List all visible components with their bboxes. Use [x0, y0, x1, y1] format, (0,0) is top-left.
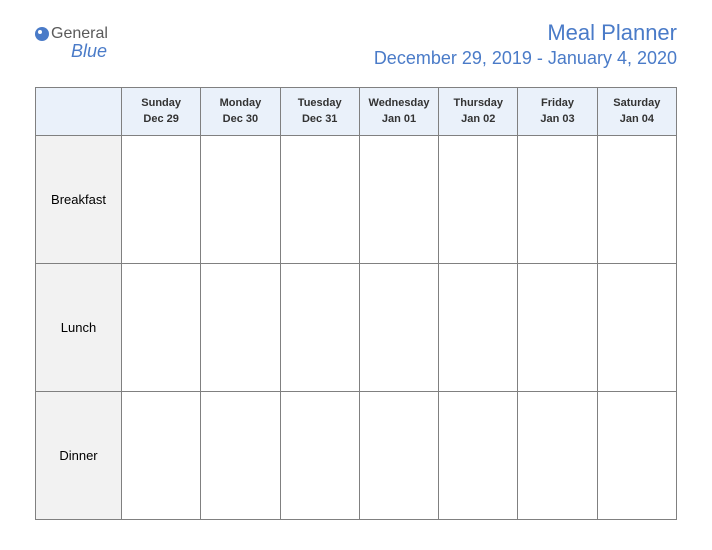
document-header: General Blue Meal Planner December 29, 2…: [35, 20, 677, 69]
weekday-label: Friday: [520, 96, 594, 111]
table-row: Lunch: [36, 264, 677, 392]
meal-cell[interactable]: [439, 136, 518, 264]
logo-word-1: General: [51, 26, 108, 42]
day-header-fri: Friday Jan 03: [518, 88, 597, 136]
day-header-sun: Sunday Dec 29: [122, 88, 201, 136]
weekday-label: Saturday: [600, 96, 674, 111]
meal-cell[interactable]: [518, 136, 597, 264]
day-header-thu: Thursday Jan 02: [439, 88, 518, 136]
meal-cell[interactable]: [201, 264, 280, 392]
date-label: Jan 03: [520, 112, 594, 127]
day-header-mon: Monday Dec 30: [201, 88, 280, 136]
date-label: Dec 29: [124, 112, 198, 127]
meal-cell[interactable]: [518, 264, 597, 392]
meal-cell[interactable]: [518, 392, 597, 520]
title-block: Meal Planner December 29, 2019 - January…: [374, 20, 677, 69]
meal-cell[interactable]: [439, 264, 518, 392]
weekday-label: Thursday: [441, 96, 515, 111]
date-label: Dec 30: [203, 112, 277, 127]
meal-cell[interactable]: [359, 136, 438, 264]
weekday-label: Wednesday: [362, 96, 436, 111]
meal-cell[interactable]: [201, 136, 280, 264]
meal-cell[interactable]: [280, 392, 359, 520]
meal-cell[interactable]: [122, 136, 201, 264]
day-header-sat: Saturday Jan 04: [597, 88, 676, 136]
meal-cell[interactable]: [122, 392, 201, 520]
meal-cell[interactable]: [359, 392, 438, 520]
weekday-label: Sunday: [124, 96, 198, 111]
meal-cell[interactable]: [280, 136, 359, 264]
meal-cell[interactable]: [122, 264, 201, 392]
meal-cell[interactable]: [597, 392, 676, 520]
table-corner-cell: [36, 88, 122, 136]
meal-cell[interactable]: [597, 136, 676, 264]
day-header-wed: Wednesday Jan 01: [359, 88, 438, 136]
meal-row-header: Breakfast: [36, 136, 122, 264]
weekday-label: Monday: [203, 96, 277, 111]
date-label: Dec 31: [283, 112, 357, 127]
meal-cell[interactable]: [359, 264, 438, 392]
weekday-label: Tuesday: [283, 96, 357, 111]
date-label: Jan 04: [600, 112, 674, 127]
day-header-tue: Tuesday Dec 31: [280, 88, 359, 136]
date-range: December 29, 2019 - January 4, 2020: [374, 48, 677, 69]
meal-cell[interactable]: [201, 392, 280, 520]
logo-globe-icon: [35, 27, 49, 41]
meal-row-header: Dinner: [36, 392, 122, 520]
page-title: Meal Planner: [374, 20, 677, 46]
meal-cell[interactable]: [597, 264, 676, 392]
date-label: Jan 01: [362, 112, 436, 127]
date-label: Jan 02: [441, 112, 515, 127]
brand-logo: General Blue: [35, 20, 108, 61]
meal-cell[interactable]: [439, 392, 518, 520]
table-row: Breakfast: [36, 136, 677, 264]
meal-planner-table: Sunday Dec 29 Monday Dec 30 Tuesday Dec …: [35, 87, 677, 520]
meal-row-header: Lunch: [36, 264, 122, 392]
logo-word-2: Blue: [71, 41, 107, 61]
meal-cell[interactable]: [280, 264, 359, 392]
table-row: Dinner: [36, 392, 677, 520]
